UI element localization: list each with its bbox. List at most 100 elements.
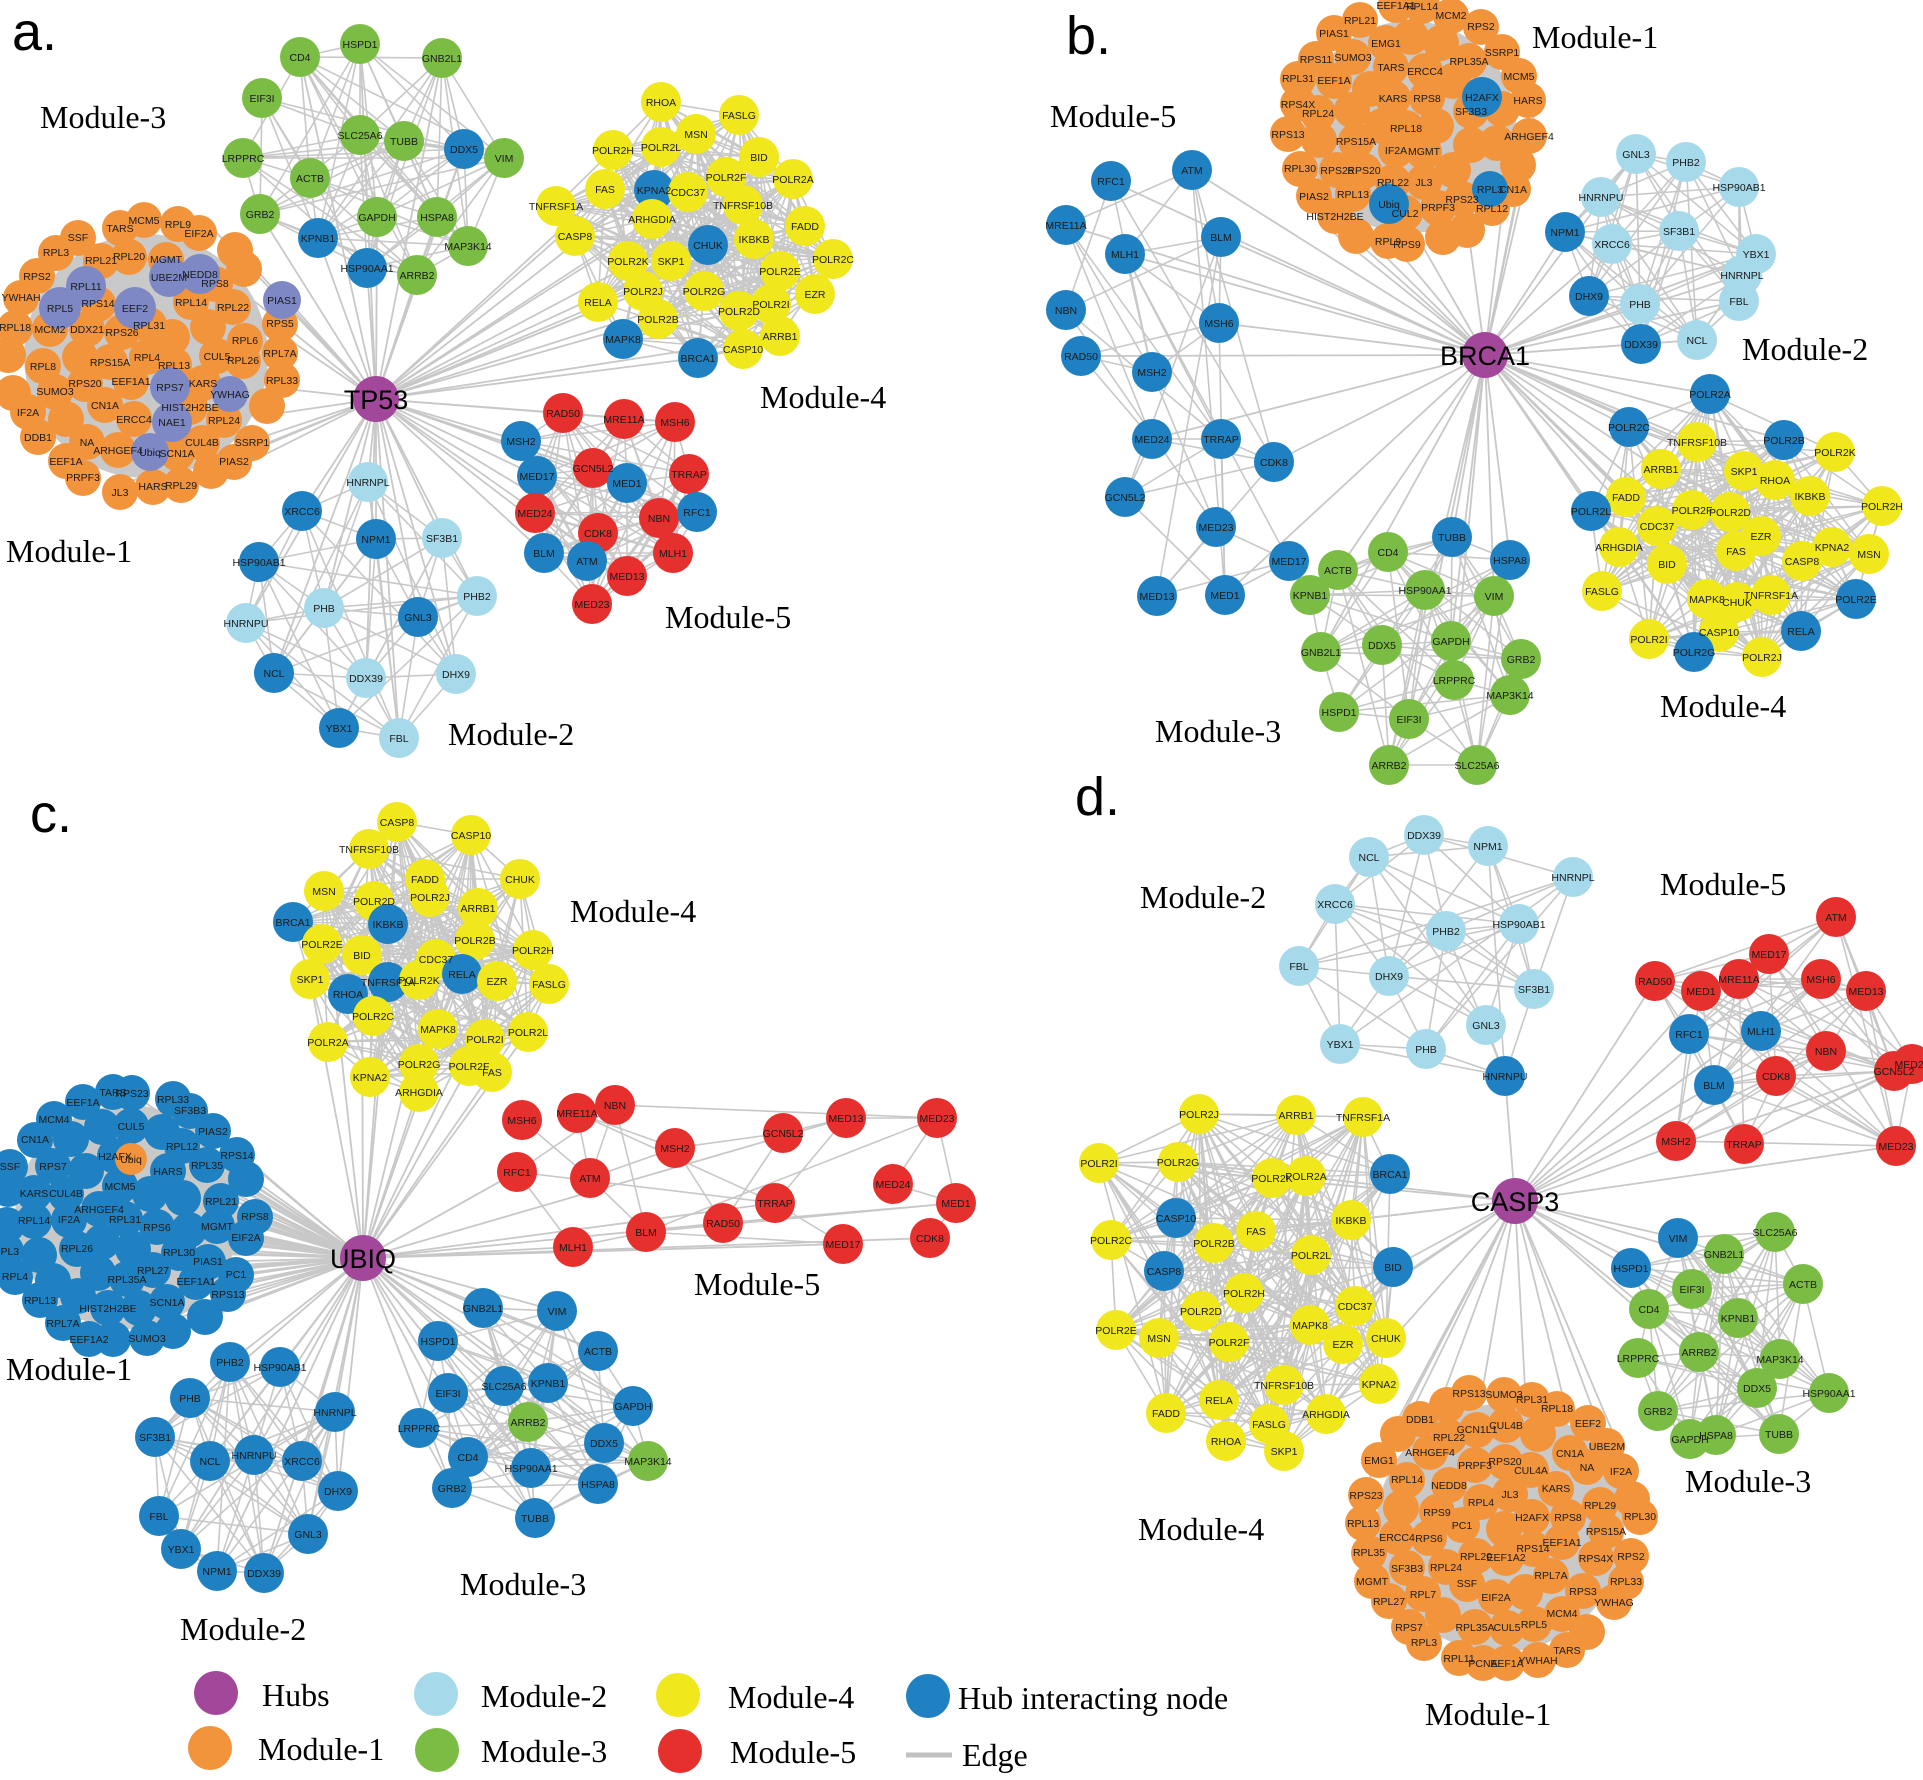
svg-text:RPS13: RPS13: [211, 1289, 244, 1301]
svg-text:CHUK: CHUK: [693, 240, 723, 252]
svg-text:RPS8: RPS8: [241, 1211, 269, 1223]
svg-text:CDC37: CDC37: [419, 954, 454, 966]
svg-text:NCL: NCL: [199, 1456, 220, 1468]
svg-text:DHX9: DHX9: [1575, 291, 1603, 303]
svg-text:Module-1: Module-1: [6, 533, 132, 569]
svg-text:RPL18: RPL18: [1390, 123, 1422, 135]
svg-text:RFC1: RFC1: [503, 1167, 531, 1179]
svg-text:CASP10: CASP10: [1156, 1213, 1196, 1225]
svg-text:RELA: RELA: [1205, 1395, 1232, 1407]
svg-text:RPL11: RPL11: [1443, 1653, 1474, 1665]
svg-text:FADD: FADD: [1152, 1408, 1180, 1420]
svg-text:YBX1: YBX1: [168, 1544, 195, 1556]
svg-text:ARRB2: ARRB2: [399, 270, 434, 282]
svg-text:UBE2M: UBE2M: [1589, 1441, 1625, 1453]
svg-text:GNB2L1: GNB2L1: [1301, 647, 1341, 659]
svg-text:ATM: ATM: [576, 556, 597, 568]
svg-text:RAD50: RAD50: [1064, 351, 1098, 363]
svg-text:TUBB: TUBB: [390, 136, 418, 148]
svg-text:MAPK8: MAPK8: [420, 1024, 456, 1036]
svg-text:MED1: MED1: [1210, 590, 1239, 602]
svg-text:RPL7: RPL7: [1410, 1589, 1436, 1601]
svg-text:MGMT: MGMT: [1408, 146, 1441, 158]
svg-text:NPM1: NPM1: [1473, 841, 1502, 853]
svg-text:CASP3: CASP3: [1471, 1187, 1560, 1217]
svg-text:SSF: SSF: [0, 1161, 20, 1173]
svg-text:RPL5: RPL5: [47, 303, 73, 315]
svg-text:RHOA: RHOA: [1760, 475, 1790, 487]
svg-text:GRB2: GRB2: [1644, 1406, 1673, 1418]
svg-text:Module-2: Module-2: [180, 1611, 306, 1647]
svg-text:HNRNPU: HNRNPU: [232, 1450, 277, 1462]
svg-text:SF3B1: SF3B1: [139, 1432, 171, 1444]
svg-text:TNFRSF10B: TNFRSF10B: [339, 844, 399, 856]
svg-text:EMG1: EMG1: [1364, 1455, 1394, 1467]
svg-text:FAS: FAS: [482, 1067, 502, 1079]
svg-text:Module-3: Module-3: [481, 1733, 607, 1769]
svg-text:ARRB2: ARRB2: [1371, 760, 1406, 772]
svg-text:Module-2: Module-2: [1742, 331, 1868, 367]
svg-text:SKP1: SKP1: [1271, 1446, 1298, 1458]
svg-text:FASLG: FASLG: [1252, 1419, 1286, 1431]
svg-text:ARHGEF4: ARHGEF4: [93, 445, 143, 457]
svg-text:RPL3: RPL3: [0, 1246, 19, 1258]
svg-text:MSH6: MSH6: [660, 417, 689, 429]
svg-text:RPL12: RPL12: [166, 1141, 198, 1153]
svg-text:PC1: PC1: [226, 1269, 247, 1281]
svg-text:GAPDH: GAPDH: [614, 1401, 651, 1413]
svg-text:IKBKB: IKBKB: [373, 919, 404, 931]
svg-text:POLR2A: POLR2A: [772, 174, 813, 186]
svg-text:EEF1A1: EEF1A1: [1376, 0, 1415, 12]
svg-text:SLC25A6: SLC25A6: [1753, 1227, 1798, 1239]
svg-text:RPS6: RPS6: [1415, 1533, 1443, 1545]
svg-text:RPL9: RPL9: [1375, 236, 1401, 248]
svg-text:POLR2F: POLR2F: [1672, 505, 1713, 517]
svg-text:BID: BID: [353, 950, 371, 962]
svg-text:ERCC4: ERCC4: [1407, 66, 1443, 78]
svg-text:MAP3K14: MAP3K14: [624, 1456, 671, 1468]
svg-text:HSPD1: HSPD1: [1613, 1263, 1648, 1275]
svg-text:RPL29: RPL29: [165, 480, 197, 492]
svg-text:GCN5L2: GCN5L2: [1105, 492, 1146, 504]
svg-text:SF3B3: SF3B3: [174, 1105, 206, 1117]
svg-text:HARS: HARS: [138, 481, 167, 493]
svg-text:CDC37: CDC37: [1640, 521, 1675, 533]
svg-text:RPL14: RPL14: [1406, 1, 1438, 13]
svg-text:NA: NA: [1580, 1462, 1595, 1474]
svg-text:HNRNPU: HNRNPU: [1483, 1071, 1528, 1083]
svg-text:ARHGEF4: ARHGEF4: [74, 1204, 124, 1216]
svg-text:MRE11A: MRE11A: [603, 414, 644, 426]
svg-text:RHOA: RHOA: [333, 989, 363, 1001]
svg-text:RPS7: RPS7: [39, 1161, 67, 1173]
svg-text:KPNB1: KPNB1: [301, 233, 336, 245]
svg-text:RFC1: RFC1: [683, 507, 711, 519]
svg-text:BLM: BLM: [1210, 232, 1232, 244]
svg-text:EZR: EZR: [1333, 1339, 1354, 1351]
svg-text:Ubiq: Ubiq: [1378, 199, 1400, 211]
svg-text:RPL12: RPL12: [1476, 203, 1508, 215]
svg-text:YBX1: YBX1: [1327, 1039, 1354, 1051]
svg-text:MLH1: MLH1: [1747, 1026, 1775, 1038]
svg-text:RPL33: RPL33: [1610, 1576, 1642, 1588]
svg-text:EZR: EZR: [1751, 531, 1772, 543]
svg-text:RPS13: RPS13: [1452, 1388, 1485, 1400]
svg-text:MED17: MED17: [825, 1239, 860, 1251]
svg-text:CUL4B: CUL4B: [185, 437, 219, 449]
svg-text:RPL33: RPL33: [266, 375, 298, 387]
svg-text:PC1: PC1: [1452, 1520, 1473, 1532]
svg-text:Module-1: Module-1: [1532, 19, 1658, 55]
svg-text:EEF1A1: EEF1A1: [111, 376, 150, 388]
svg-text:RPL31: RPL31: [133, 320, 165, 332]
svg-text:ERCC4: ERCC4: [1379, 1532, 1415, 1544]
svg-text:POLR2F: POLR2F: [706, 172, 747, 184]
svg-text:ARRB1: ARRB1: [1278, 1110, 1313, 1122]
svg-text:Module-1: Module-1: [1425, 1696, 1551, 1732]
svg-text:HSP90AB1: HSP90AB1: [1712, 182, 1765, 194]
svg-text:POLR2H: POLR2H: [512, 945, 554, 957]
svg-text:HNRNPL: HNRNPL: [313, 1407, 356, 1419]
svg-text:HNRNPL: HNRNPL: [346, 477, 389, 489]
svg-text:EEF1A1: EEF1A1: [176, 1276, 215, 1288]
svg-text:POLR2J: POLR2J: [410, 892, 450, 904]
svg-text:PIAS1: PIAS1: [267, 295, 297, 307]
svg-text:MSH6: MSH6: [1806, 974, 1835, 986]
